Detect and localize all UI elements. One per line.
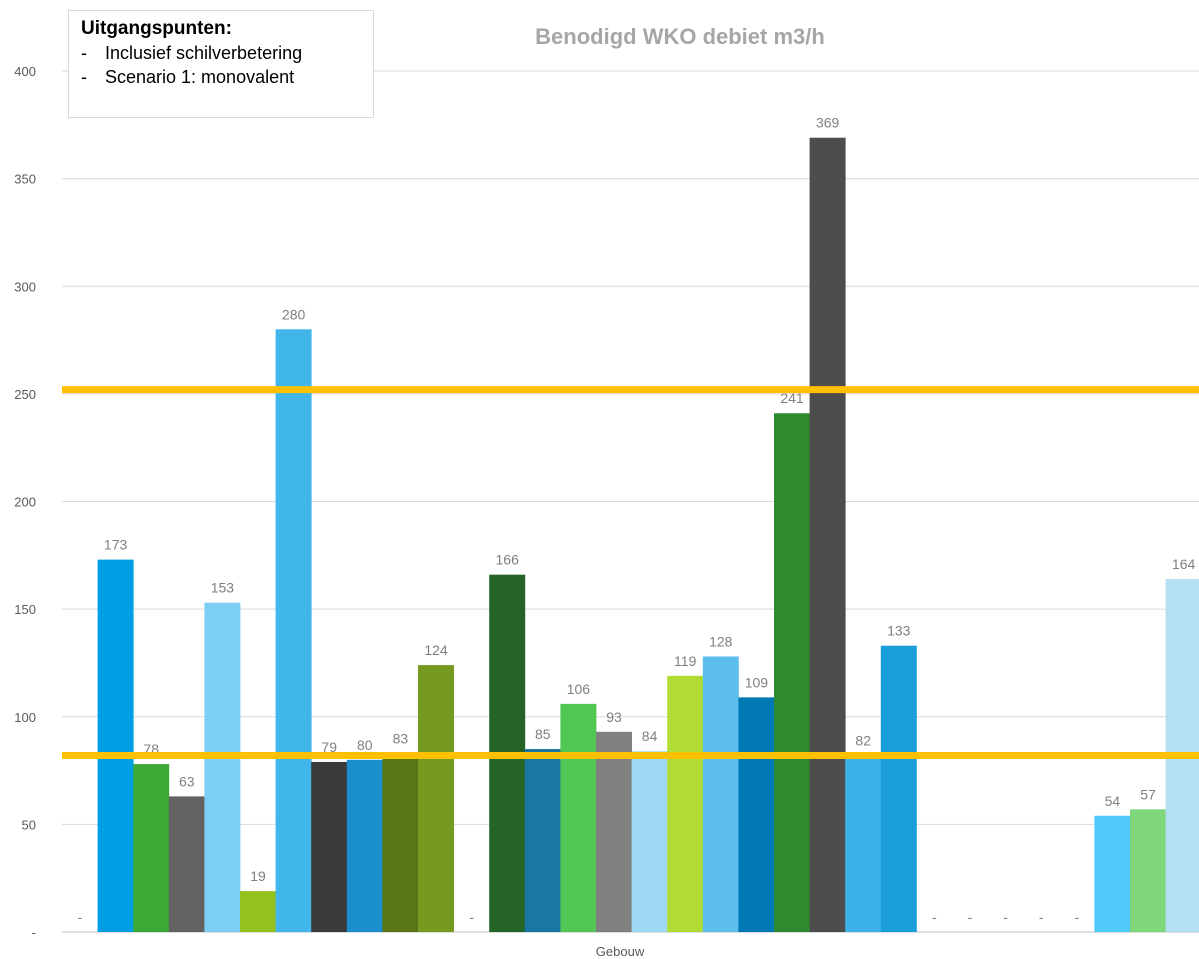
bar-data-label: 109 [745, 674, 769, 690]
x-axis-label: Gebouw [595, 944, 645, 959]
y-tick-label: 200 [14, 495, 36, 510]
bar [97, 559, 134, 932]
bar-data-label: - [1039, 909, 1044, 925]
y-tick-label: - [32, 925, 36, 940]
bar-data-label: 128 [709, 633, 733, 649]
y-tick-label: 350 [14, 172, 36, 187]
assumption-item: - Inclusief schilverbetering [81, 41, 373, 65]
bar-data-label: - [1003, 909, 1008, 925]
bar-data-label: 241 [780, 390, 804, 406]
assumptions-box: Uitgangspunten: - Inclusief schilverbeter… [68, 10, 374, 118]
bar-data-label: - [1074, 909, 1079, 925]
bar [382, 753, 419, 932]
assumption-dash: - [81, 67, 87, 87]
bar [880, 645, 917, 932]
bar-data-label: - [78, 909, 83, 925]
bar [560, 703, 597, 932]
bar [524, 749, 561, 932]
y-tick-label: 150 [14, 602, 36, 617]
bar-data-label: 106 [567, 681, 591, 697]
chart-title: Benodigd WKO debiet m3/h [535, 24, 825, 49]
y-tick-label: 300 [14, 279, 36, 294]
bar [1094, 815, 1131, 932]
bar-data-label: 82 [855, 732, 871, 748]
bar-data-label: 153 [211, 580, 235, 596]
bar-data-label: 84 [642, 728, 658, 744]
bar-data-label: 280 [282, 306, 306, 322]
bar [240, 891, 276, 932]
bar-data-label: - [469, 909, 474, 925]
bar [667, 675, 704, 932]
bar [738, 697, 775, 932]
bar-data-label: 63 [179, 773, 195, 789]
bar-data-label: - [968, 909, 973, 925]
bar-data-label: 57 [1140, 786, 1156, 802]
bar-data-label: 93 [606, 709, 622, 725]
assumption-text: Inclusief schilverbetering [105, 43, 303, 63]
bar [845, 755, 882, 932]
bar-data-label: 164 [1172, 556, 1196, 572]
bar-data-label: 369 [816, 115, 840, 131]
bar [418, 665, 454, 932]
bar [133, 764, 170, 932]
bar-data-label: 79 [321, 739, 337, 755]
bar [311, 761, 348, 932]
assumption-item: - Scenario 1: monovalent [81, 65, 373, 89]
bar-data-label: 133 [887, 623, 911, 639]
bar [631, 751, 668, 932]
bar [168, 796, 205, 932]
assumption-dash: - [81, 43, 87, 63]
bar [346, 759, 383, 932]
bar-data-label: 166 [496, 552, 520, 568]
bar-data-label: 54 [1105, 793, 1121, 809]
bar [809, 137, 846, 933]
bar [774, 413, 810, 932]
bar [702, 656, 739, 932]
bar-data-label: 83 [393, 730, 409, 746]
bar-data-label: 119 [674, 653, 697, 669]
bar [1130, 809, 1166, 932]
assumption-text: Scenario 1: monovalent [105, 67, 295, 87]
bar-data-label: 85 [535, 726, 551, 742]
bar-data-label: 19 [250, 868, 266, 884]
y-tick-label: 50 [22, 817, 36, 832]
y-tick-label: 100 [14, 710, 36, 725]
y-tick-label: 400 [14, 64, 36, 79]
assumptions-title: Uitgangspunten: [81, 18, 232, 39]
bar-data-label: 124 [424, 642, 448, 658]
y-tick-label: 250 [14, 387, 36, 402]
bar-data-label: - [932, 909, 937, 925]
bar-data-label: 173 [104, 537, 128, 553]
bar [596, 731, 632, 932]
bar [204, 602, 241, 932]
bar [275, 329, 312, 932]
bar-data-label: 80 [357, 737, 373, 753]
